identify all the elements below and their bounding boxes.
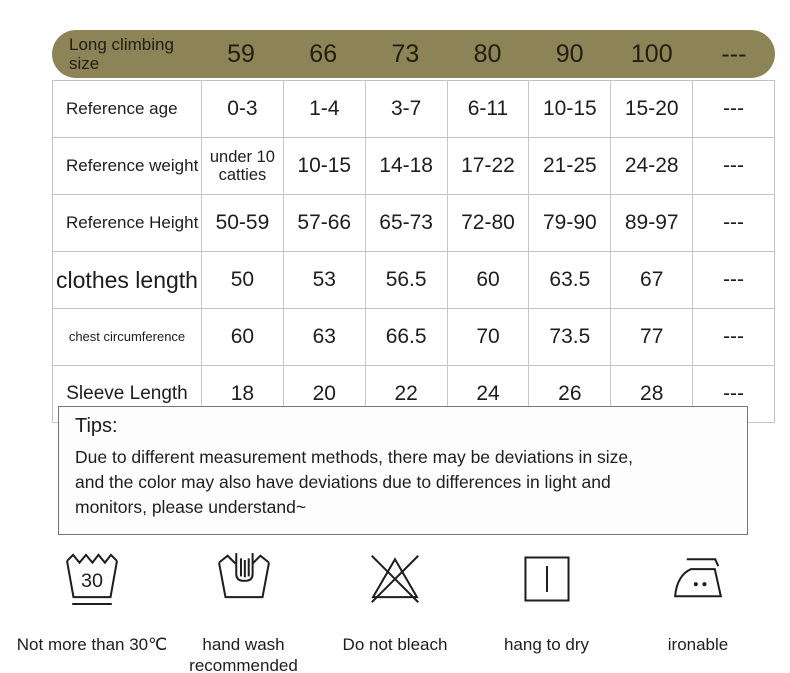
table-row: clothes length 50 53 56.5 60 63.5 67 --- (53, 251, 774, 308)
row-label: Reference weight (66, 155, 199, 175)
wash-30-icon: 30 (61, 548, 123, 610)
table-cell: 14-18 (364, 138, 447, 194)
table-row: Reference age 0-3 1-4 3-7 6-11 10-15 15-20 --- (53, 80, 774, 137)
size-table-header: Long climbing size 59 66 73 80 90 100 --- (52, 30, 775, 78)
iron-icon (667, 548, 729, 610)
table-cell: 28 (610, 366, 692, 422)
table-cell: --- (692, 81, 774, 137)
row-label: clothes length (56, 266, 198, 293)
table-cell: 0-3 (201, 81, 283, 137)
table-cell: 15-20 (610, 81, 692, 137)
table-header-value: --- (721, 39, 747, 68)
table-cell: 22 (364, 366, 447, 422)
table-cell: 67 (610, 252, 692, 308)
table-cell: 66.5 (364, 309, 447, 365)
table-cell: 10-15 (528, 81, 610, 137)
table-cell: 1-4 (282, 81, 365, 137)
table-cell: 65-73 (364, 195, 447, 251)
table-cell: 50 (201, 252, 283, 308)
care-item-hand-wash: hand wash recommended (174, 548, 314, 673)
care-label: hang to dry (503, 635, 590, 654)
table-cell: 6-11 (446, 81, 529, 137)
table-cell: 17-22 (446, 138, 529, 194)
table-cell: 89-97 (610, 195, 692, 251)
table-cell: 60 (446, 252, 529, 308)
table-cell: 63 (282, 309, 365, 365)
table-cell: 24-28 (610, 138, 692, 194)
care-label: Not more than 30℃ (16, 635, 168, 654)
table-cell: 56.5 (364, 252, 447, 308)
wash-temp-label: 30 (81, 570, 103, 592)
table-cell: 10-15 (282, 138, 365, 194)
care-symbols-row: 30 Not more than 30℃ hand wash recommend… (0, 548, 790, 673)
table-cell: 79-90 (528, 195, 610, 251)
table-header-label: Long climbing size (69, 34, 174, 73)
size-table-body: Reference age 0-3 1-4 3-7 6-11 10-15 15-20 --- R… (52, 80, 775, 423)
table-cell: 20 (282, 366, 365, 422)
size-table: Long climbing size 59 66 73 80 90 100 --- Refe… (52, 30, 775, 423)
table-row: Reference Height 50-59 57-66 65-73 72-80 79-9… (53, 194, 774, 251)
table-cell: 18 (201, 366, 283, 422)
table-cell: --- (692, 366, 774, 422)
table-row: Reference weight under 10 catties 10-15 14-… (53, 137, 774, 194)
table-cell: 26 (528, 366, 610, 422)
hang-to-dry-icon (516, 548, 578, 610)
row-label: Sleeve Length (66, 382, 188, 404)
row-label: Reference age (66, 98, 178, 118)
table-cell: --- (692, 309, 774, 365)
table-cell: 72-80 (446, 195, 529, 251)
table-header-value: 90 (555, 39, 584, 68)
table-header-value: 80 (473, 39, 502, 68)
care-item-hang-to-dry: hang to dry (477, 548, 617, 673)
table-cell: 57-66 (282, 195, 365, 251)
care-label: Do not bleach (342, 635, 448, 654)
table-row: chest circumference 60 63 66.5 70 73.5 77 --- (53, 308, 774, 365)
table-cell: --- (692, 252, 774, 308)
table-cell: 50-59 (201, 195, 283, 251)
table-cell: 63.5 (528, 252, 610, 308)
table-cell: 3-7 (364, 81, 447, 137)
table-header-value: 66 (309, 39, 338, 68)
table-header-value: 59 (227, 39, 255, 68)
row-label: Reference Height (66, 212, 199, 232)
table-cell: 73.5 (528, 309, 610, 365)
care-item-do-not-bleach: Do not bleach (325, 548, 465, 673)
table-cell: --- (692, 195, 774, 251)
table-cell: 77 (610, 309, 692, 365)
table-cell: under 10 catties (201, 138, 283, 194)
row-label: chest circumference (68, 328, 186, 344)
care-label: ironable (667, 635, 729, 654)
care-item-ironable: ironable (628, 548, 768, 673)
table-cell: --- (692, 138, 774, 194)
do-not-bleach-icon (364, 548, 426, 610)
table-header-value: 73 (391, 39, 420, 68)
hand-wash-icon (213, 548, 275, 610)
table-cell: 60 (201, 309, 283, 365)
care-label: hand wash recommended (189, 635, 298, 673)
care-item-wash-30: 30 Not more than 30℃ (17, 548, 167, 673)
table-cell: 24 (446, 366, 529, 422)
table-cell: 21-25 (528, 138, 610, 194)
tips-title: Tips: (75, 415, 118, 437)
table-header-value: 100 (630, 39, 673, 68)
table-cell: 53 (282, 252, 365, 308)
tips-body: Due to different measurement methods, th… (75, 447, 634, 517)
tips-box: Tips: Due to different measurement metho… (58, 406, 748, 535)
table-cell: 70 (446, 309, 529, 365)
